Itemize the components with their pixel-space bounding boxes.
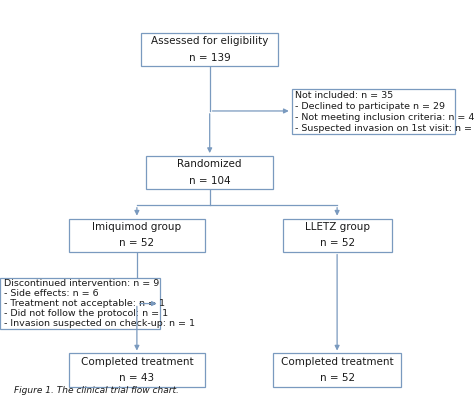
FancyBboxPatch shape: [0, 278, 160, 329]
Text: n = 52: n = 52: [319, 238, 355, 248]
Text: - Not meeting inclusion criteria: n = 4: - Not meeting inclusion criteria: n = 4: [295, 113, 474, 122]
FancyBboxPatch shape: [69, 218, 205, 252]
Text: n = 104: n = 104: [189, 176, 230, 186]
Text: Assessed for eligibility: Assessed for eligibility: [151, 36, 268, 46]
FancyBboxPatch shape: [69, 354, 205, 386]
Text: - Suspected invasion on 1st visit: n = 2: - Suspected invasion on 1st visit: n = 2: [295, 124, 474, 133]
Text: - Did not follow the protocol: n = 1: - Did not follow the protocol: n = 1: [4, 309, 168, 318]
Text: Not included: n = 35: Not included: n = 35: [295, 91, 393, 99]
Text: n = 52: n = 52: [319, 373, 355, 383]
Text: - Treatment not acceptable: n = 1: - Treatment not acceptable: n = 1: [4, 299, 165, 308]
Text: n = 139: n = 139: [189, 53, 230, 63]
Text: - Invasion suspected on check-up: n = 1: - Invasion suspected on check-up: n = 1: [4, 319, 195, 328]
Text: Discontinued intervention: n = 9: Discontinued intervention: n = 9: [4, 279, 159, 288]
Text: n = 52: n = 52: [119, 238, 155, 248]
Text: Completed treatment: Completed treatment: [281, 357, 393, 367]
FancyBboxPatch shape: [273, 354, 401, 386]
Text: n = 43: n = 43: [119, 373, 155, 383]
Text: LLETZ group: LLETZ group: [305, 222, 370, 232]
FancyBboxPatch shape: [283, 218, 392, 252]
Text: Randomized: Randomized: [177, 159, 242, 169]
Text: - Side effects: n = 6: - Side effects: n = 6: [4, 289, 99, 298]
FancyBboxPatch shape: [141, 33, 278, 66]
Text: - Declined to participate n = 29: - Declined to participate n = 29: [295, 102, 445, 111]
FancyBboxPatch shape: [292, 89, 456, 134]
Text: Completed treatment: Completed treatment: [81, 357, 193, 367]
Text: Figure 1. The clinical trial flow chart.: Figure 1. The clinical trial flow chart.: [14, 386, 179, 396]
Text: Imiquimod group: Imiquimod group: [92, 222, 182, 232]
FancyBboxPatch shape: [146, 156, 273, 189]
